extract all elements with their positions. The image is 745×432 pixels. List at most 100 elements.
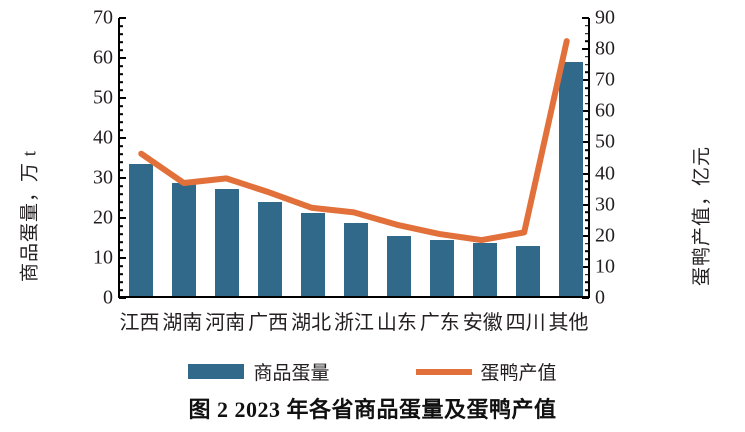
bar-安徽 xyxy=(472,243,497,296)
y-axis-right-tick-minor xyxy=(585,164,589,167)
y-axis-right-tick-minor xyxy=(585,87,589,89)
bar-其他 xyxy=(558,62,583,296)
y-axis-left-tick-major xyxy=(119,57,126,59)
y-axis-left-tick-minor xyxy=(119,233,123,235)
y-axis-left-tick-minor xyxy=(119,33,123,35)
y-axis-left-tick-major xyxy=(119,177,126,179)
y-axis-left-tick-minor xyxy=(119,65,123,67)
y-axis-left-tick-major xyxy=(119,297,126,299)
y-axis-right-tick-label: 20 xyxy=(595,224,615,247)
y-axis-right-tick-label: 90 xyxy=(595,6,615,29)
bar-湖南 xyxy=(172,182,197,296)
legend-label: 商品蛋量 xyxy=(253,363,330,384)
y-axis-left-tick-major xyxy=(119,17,126,19)
x-axis-label-湖北: 湖北 xyxy=(291,312,332,334)
legend-item-蛋鸭产值[interactable]: 蛋鸭产值 xyxy=(415,358,557,385)
y-axis-right-tick-minor xyxy=(585,219,589,222)
legend-label: 蛋鸭产值 xyxy=(480,363,557,384)
x-axis-label-其他: 其他 xyxy=(548,312,589,334)
y-axis-right-tick-minor xyxy=(585,250,589,253)
x-axis-label-广东: 广东 xyxy=(419,312,460,334)
y-axis-left-tick-label: 20 xyxy=(93,206,113,229)
y-axis-right-tick-minor xyxy=(585,157,589,159)
y-axis-right-tick-minor xyxy=(585,149,589,152)
y-axis-right-tick-minor xyxy=(585,94,589,97)
y-axis-left-tick-label: 0 xyxy=(103,286,113,309)
y-axis-left-tick-minor xyxy=(119,121,123,123)
y-axis-left-tick-minor xyxy=(119,129,123,131)
x-axis-label-江西: 江西 xyxy=(119,312,160,334)
y-axis-left-tick-label: 70 xyxy=(93,6,113,29)
y-axis-right-tick-major xyxy=(582,17,589,19)
y-axis-right-tick-label: 10 xyxy=(595,255,615,278)
y-axis-right-tick-major xyxy=(582,203,589,206)
y-axis-left-title: 商品蛋量，万 t xyxy=(19,149,41,283)
y-axis-right-tick-label: 80 xyxy=(595,37,615,60)
y-axis-left-tick-minor xyxy=(119,105,123,107)
y-axis-right-tick-minor xyxy=(585,40,589,43)
y-axis-left-tick-label: 50 xyxy=(93,86,113,109)
bar-四川 xyxy=(515,245,540,296)
y-axis-right-tick-minor xyxy=(585,242,589,245)
legend-line-swatch-icon xyxy=(415,368,472,375)
y-axis-left-tick-minor xyxy=(119,81,123,83)
y-axis-left-tick-minor xyxy=(119,113,123,115)
y-axis-right-tick-major xyxy=(582,265,589,268)
chart-legend: 商品蛋量 蛋鸭产值 xyxy=(0,358,745,385)
y-axis-right-tick-minor xyxy=(585,24,589,27)
y-axis-left-tick-label: 10 xyxy=(93,246,113,269)
y-axis-right-tick-minor xyxy=(585,196,589,198)
bar-山东 xyxy=(386,236,411,296)
figure-caption: 图 2 2023 年各省商品蛋量及蛋鸭产值 xyxy=(188,397,557,422)
line-series-蛋鸭产值 xyxy=(120,18,588,296)
y-axis-left-tick-minor xyxy=(119,193,123,195)
y-axis-left-tick-minor xyxy=(119,249,123,251)
legend-bar-swatch-icon xyxy=(188,364,245,379)
y-axis-left-tick-label: 30 xyxy=(93,166,113,189)
y-axis-left-tick-major xyxy=(119,97,126,99)
bar-广东 xyxy=(429,240,454,296)
plot-area: 0 10 20 30 40 50 60 70 0 10 20 30 40 50 60 70 80 90 xyxy=(93,7,615,309)
y-axis-left-tick-minor xyxy=(119,73,123,75)
y-axis-right-tick-minor xyxy=(585,102,589,105)
y-axis-left-tick-minor xyxy=(119,153,123,155)
y-axis-right-tick-minor xyxy=(585,118,589,120)
y-axis-right-tick-label: 40 xyxy=(595,162,615,185)
y-axis-left-tick-minor xyxy=(119,273,123,275)
x-axis-label-安徽: 安徽 xyxy=(462,312,503,334)
y-axis-right-title: 蛋鸭产值，亿元 xyxy=(691,145,713,287)
y-axis-left-tick-minor xyxy=(119,289,123,291)
y-axis-right-tick-minor xyxy=(585,56,589,58)
y-axis-left-tick-major xyxy=(119,257,126,259)
y-axis-left-tick-minor xyxy=(119,161,123,163)
x-axis-label-浙江: 浙江 xyxy=(334,312,374,334)
y-axis-left-tick-minor xyxy=(119,145,123,147)
y-axis-right-tick-label: 70 xyxy=(595,68,615,91)
y-axis-left-tick-label: 60 xyxy=(93,46,113,69)
x-axis-tick-labels: 江西 湖南 河南 广西 湖北 浙江 山东 广东 安徽 四川 其他 xyxy=(118,306,590,336)
y-axis-right-tick-label: 60 xyxy=(595,99,615,122)
y-axis-right-tick-minor xyxy=(585,63,589,66)
y-axis-right-tick-minor xyxy=(585,211,589,214)
legend-item-商品蛋量[interactable]: 商品蛋量 xyxy=(188,358,330,385)
x-axis-label-河南: 河南 xyxy=(205,312,246,334)
y-axis-right-tick-major xyxy=(582,110,589,113)
y-axis-right-tick-minor xyxy=(585,258,589,260)
y-axis-right-tick-minor xyxy=(585,32,589,35)
line-path-蛋鸭产值 xyxy=(141,41,566,240)
y-axis-left-tick-minor xyxy=(119,185,123,187)
y-axis-left-tick-minor xyxy=(119,281,123,283)
bar-湖北 xyxy=(301,212,326,296)
x-axis-label-山东: 山东 xyxy=(376,312,417,334)
y-axis-right-tick-minor xyxy=(585,188,589,190)
y-axis-right-tick-minor xyxy=(585,133,589,136)
y-axis-right-tick-major xyxy=(582,48,589,51)
y-axis-right-tick-label: 30 xyxy=(595,193,615,216)
y-axis-right-tick-major xyxy=(582,141,589,144)
y-axis-right-tick-major xyxy=(582,297,589,299)
y-axis-left-tick-minor xyxy=(119,89,123,91)
y-axis-right-tick-label: 0 xyxy=(595,286,605,309)
y-axis-right-tick-minor xyxy=(585,71,589,74)
y-axis-left-tick-minor xyxy=(119,25,123,27)
